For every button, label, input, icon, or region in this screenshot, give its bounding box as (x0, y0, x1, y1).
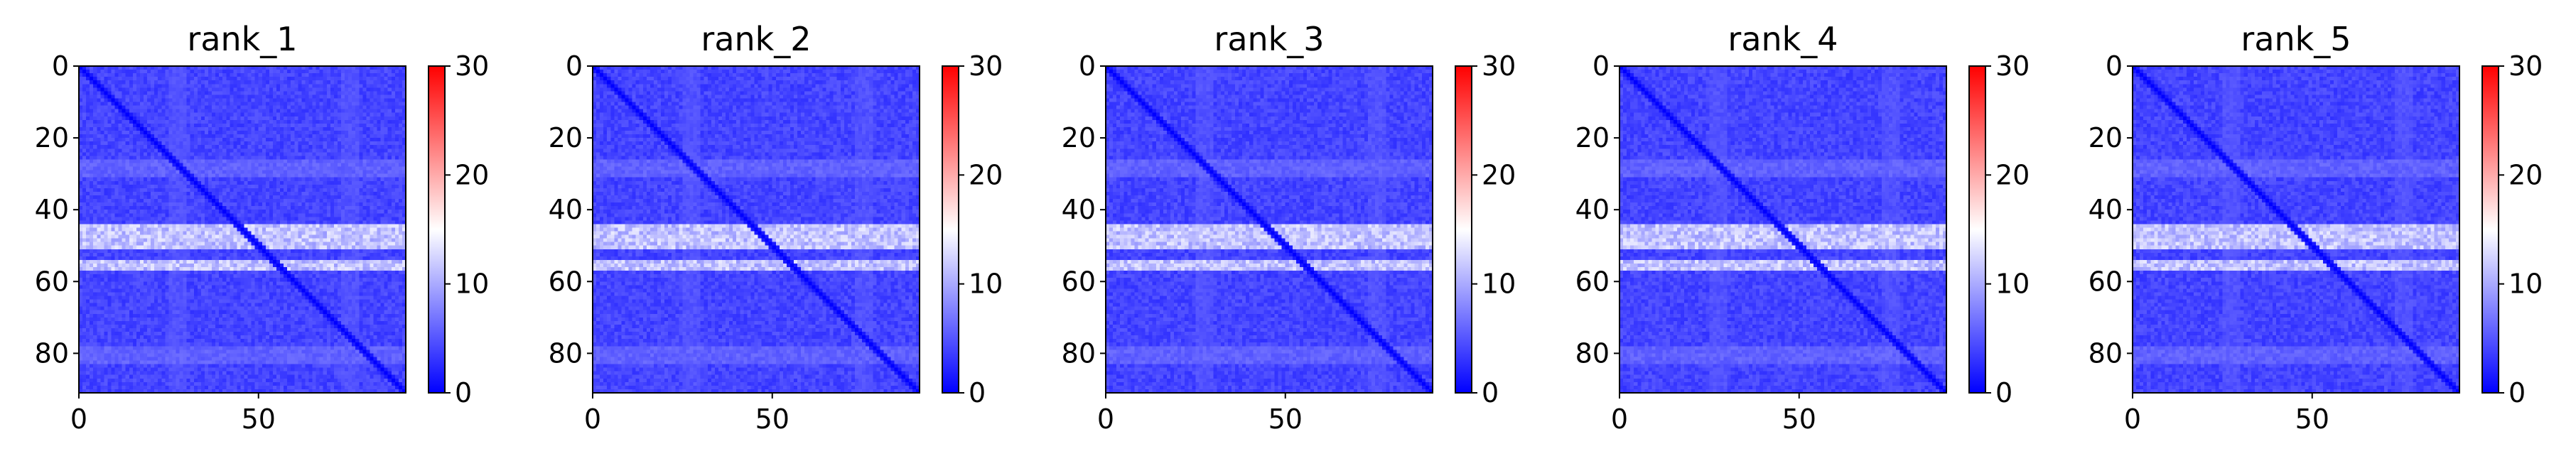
heatmap-panel-5: rank_5 0 20 40 60 80 0 50 0 10 20 30 (2089, 20, 2543, 435)
heatmap-cells (2133, 66, 2459, 393)
heatmap-cells (79, 66, 406, 393)
x-tick-label: 0 (70, 403, 87, 435)
y-tick-label: 80 (1575, 337, 1610, 369)
y-tick-label: 0 (1593, 50, 1610, 82)
colorbar-tick-label: 10 (2508, 269, 2543, 300)
y-tick-label: 20 (1062, 122, 1096, 153)
heatmap-cells (1620, 66, 1946, 393)
y-tick-label: 20 (1575, 122, 1610, 153)
colorbar-tick-label: 10 (455, 269, 489, 300)
colorbar-tick-label: 10 (1482, 269, 1516, 300)
colorbar-tick-label: 20 (1482, 159, 1516, 190)
colorbar-gradient (1455, 65, 1472, 394)
x-tick-label: 50 (755, 403, 789, 435)
y-tick-label: 0 (52, 50, 69, 82)
panel-title: rank_2 (701, 20, 811, 58)
x-tick-label: 0 (1097, 403, 1114, 435)
x-tick-label: 0 (2124, 403, 2141, 435)
panel-title: rank_4 (1728, 20, 1838, 58)
colorbar-tick-label: 30 (455, 50, 489, 82)
colorbar-tick-label: 0 (2508, 377, 2526, 408)
colorbar: 0 10 20 30 (428, 50, 489, 408)
panel-title: rank_3 (1214, 20, 1324, 58)
y-tick-label: 80 (35, 337, 69, 369)
panel-title: rank_1 (187, 20, 297, 58)
y-tick-label: 20 (2089, 122, 2123, 153)
heatmap-frame (2132, 65, 2460, 394)
y-tick-label: 60 (2089, 266, 2123, 297)
y-tick-label: 20 (35, 122, 69, 153)
y-tick-label: 40 (2089, 194, 2123, 225)
x-tick-label: 50 (2295, 403, 2329, 435)
y-tick-label: 60 (1062, 266, 1096, 297)
colorbar-tick-label: 20 (969, 159, 1003, 190)
heatmap-frame (1105, 65, 1433, 394)
colorbar-tick-label: 30 (1482, 50, 1516, 82)
colorbar-tick-label: 0 (1482, 377, 1499, 408)
y-tick-label: 40 (35, 194, 69, 225)
colorbar-tick-label: 20 (455, 159, 489, 190)
y-tick-label: 60 (35, 266, 69, 297)
heatmap-frame (78, 65, 406, 394)
heatmap-panel-1: rank_1 0 20 40 60 80 0 50 0 10 20 30 (35, 20, 490, 435)
colorbar-tick-label: 30 (969, 50, 1003, 82)
y-tick-label: 80 (1062, 337, 1096, 369)
y-tick-label: 0 (566, 50, 583, 82)
y-tick-label: 80 (549, 337, 583, 369)
colorbar-tick-label: 30 (1995, 50, 2030, 82)
y-tick-label: 40 (1062, 194, 1096, 225)
heatmap-cells (593, 66, 920, 393)
colorbar-gradient (2481, 65, 2499, 394)
colorbar: 0 10 20 30 (2481, 50, 2543, 408)
x-tick-label: 50 (1268, 403, 1303, 435)
x-tick-label: 50 (242, 403, 276, 435)
heatmap-frame (1619, 65, 1947, 394)
x-tick-label: 0 (1611, 403, 1628, 435)
colorbar-gradient (942, 65, 959, 394)
y-tick-label: 40 (1575, 194, 1610, 225)
y-tick-label: 60 (549, 266, 583, 297)
colorbar-gradient (1968, 65, 1986, 394)
colorbar-tick-label: 0 (1995, 377, 2012, 408)
colorbar-tick-label: 10 (1995, 269, 2030, 300)
x-tick-label: 50 (1782, 403, 1816, 435)
x-tick-label: 0 (584, 403, 601, 435)
panel-title: rank_5 (2241, 20, 2351, 58)
heatmap-panel-3: rank_3 0 20 40 60 80 0 50 0 10 20 30 (1062, 20, 1516, 435)
colorbar-tick-label: 0 (455, 377, 472, 408)
colorbar-gradient (428, 65, 446, 394)
y-tick-label: 20 (549, 122, 583, 153)
colorbar-tick-label: 0 (969, 377, 986, 408)
y-tick-label: 80 (2089, 337, 2123, 369)
y-tick-label: 0 (2106, 50, 2123, 82)
colorbar: 0 10 20 30 (1455, 50, 1516, 408)
y-tick-label: 40 (549, 194, 583, 225)
colorbar: 0 10 20 30 (1968, 50, 2030, 408)
heatmap-frame (592, 65, 920, 394)
y-tick-label: 0 (1079, 50, 1096, 82)
colorbar: 0 10 20 30 (942, 50, 1003, 408)
heatmap-panel-4: rank_4 0 20 40 60 80 0 50 0 10 20 30 (1575, 20, 2030, 435)
heatmap-cells (1106, 66, 1433, 393)
heatmap-panel-2: rank_2 0 20 40 60 80 0 50 0 10 20 30 (549, 20, 1003, 435)
y-tick-label: 60 (1575, 266, 1610, 297)
colorbar-tick-label: 20 (1995, 159, 2030, 190)
colorbar-tick-label: 20 (2508, 159, 2543, 190)
colorbar-tick-label: 10 (969, 269, 1003, 300)
colorbar-tick-label: 30 (2508, 50, 2543, 82)
